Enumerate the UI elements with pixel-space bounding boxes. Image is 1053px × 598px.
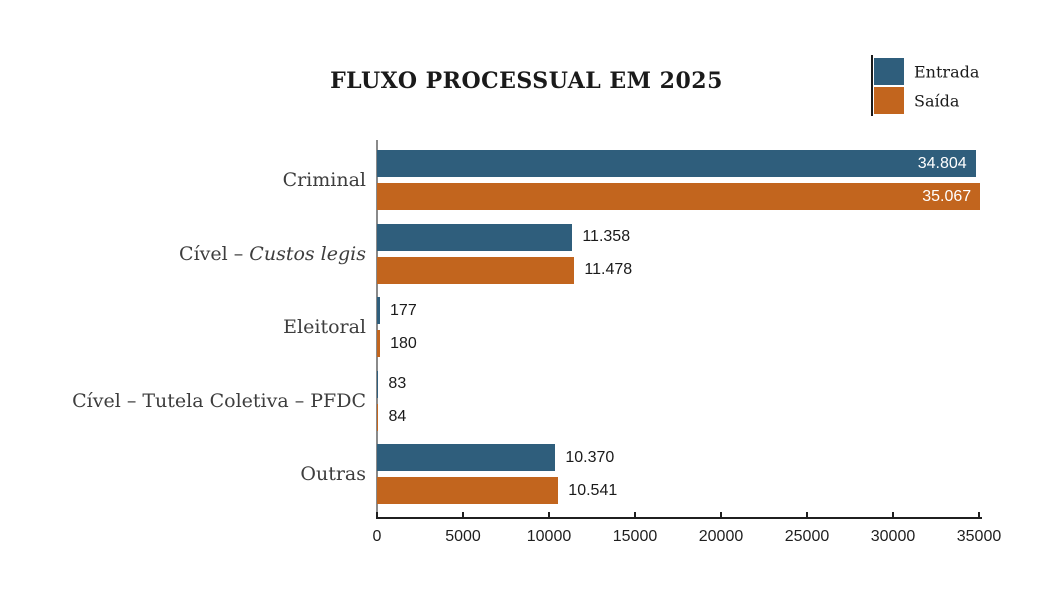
- category-label-part: Criminal: [282, 169, 366, 191]
- value-label-saída-1: 11.478: [584, 261, 633, 278]
- value-label-entrada-3: 83: [388, 375, 407, 392]
- x-tick-mark: [634, 512, 636, 517]
- bar-saída-4: [377, 477, 559, 504]
- bar-saída-1: [377, 256, 575, 284]
- value-label-saída-2: 180: [390, 334, 417, 352]
- category-label-4: Outras: [300, 463, 366, 485]
- legend-label-entrada: Entrada: [914, 62, 980, 81]
- x-tick-label: 20000: [698, 528, 744, 545]
- legend-accent-line: [871, 55, 873, 116]
- value-label-saída-0: 35.067: [922, 187, 972, 205]
- category-label-part: Eleitoral: [283, 316, 366, 338]
- bar-saída-3: [377, 403, 379, 431]
- category-label-2: Eleitoral: [283, 316, 366, 338]
- category-label-0: Criminal: [283, 169, 366, 191]
- x-tick-mark: [548, 512, 550, 517]
- category-label-part: Cível –: [179, 242, 250, 265]
- bar-entrada-4: [377, 444, 556, 471]
- value-label-saída-4: 10.541: [568, 481, 618, 499]
- x-axis-line: [376, 517, 982, 519]
- value-label-entrada-4: 10.370: [565, 448, 615, 466]
- x-tick-mark: [892, 512, 894, 517]
- category-label-part: Cível – Tutela Coletiva – PFDC: [72, 389, 366, 412]
- value-label-saída-3: 84: [388, 408, 407, 425]
- value-label-entrada-0: 34.804: [917, 154, 967, 172]
- x-tick-label: 15000: [612, 528, 658, 545]
- bar-entrada-2: [377, 297, 381, 324]
- x-tick-label: 5000: [445, 528, 481, 545]
- category-label-part: Custos legis: [249, 242, 366, 265]
- value-label-entrada-1: 11.358: [582, 228, 631, 245]
- category-label-1: Cível – Custos legis: [179, 243, 366, 265]
- bar-entrada-3: [377, 370, 379, 398]
- legend-swatch-entrada: [874, 58, 904, 85]
- x-tick-mark: [978, 512, 980, 517]
- y-axis-line: [376, 140, 378, 519]
- category-label-3: Cível – Tutela Coletiva – PFDC: [72, 390, 366, 412]
- legend-label-saída: Saída: [914, 91, 960, 110]
- chart-title: FLUXO PROCESSUAL EM 2025: [330, 68, 723, 94]
- bar-entrada-1: [377, 223, 573, 251]
- x-tick-mark: [462, 512, 464, 517]
- bar-entrada-0: [377, 150, 976, 177]
- x-tick-mark: [720, 512, 722, 517]
- x-tick-label: 10000: [526, 528, 572, 545]
- category-label-part: Outras: [300, 463, 366, 485]
- bar-saída-0: [377, 183, 981, 210]
- x-tick-label: 30000: [870, 528, 916, 545]
- x-tick-mark: [376, 512, 378, 517]
- bar-saída-2: [377, 330, 381, 357]
- legend-swatch-saída: [874, 87, 904, 114]
- x-tick-mark: [806, 512, 808, 517]
- x-tick-label: 25000: [784, 528, 830, 545]
- x-tick-label: 0: [372, 528, 382, 545]
- value-label-entrada-2: 177: [390, 301, 417, 319]
- x-tick-label: 35000: [956, 528, 1002, 545]
